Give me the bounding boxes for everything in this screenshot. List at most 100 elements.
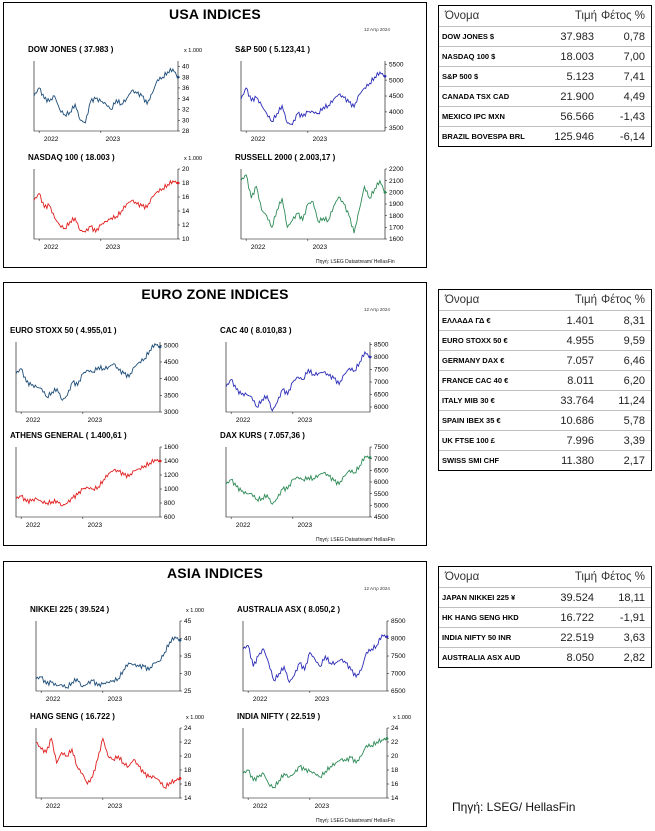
- cell-ytd: -1,91: [619, 611, 645, 624]
- panel-source: Πηγή: LSEG Datastream/ HellasFin: [316, 818, 395, 824]
- y-tick-label: 1600: [389, 236, 404, 243]
- chart-svg: S&P 500 ( 5.123,41 ) 3500 4000 4500 5000 5500…: [235, 45, 404, 143]
- y-tick-label: 18: [182, 180, 190, 187]
- series-line: [33, 67, 179, 124]
- y-tick-label: 16: [182, 194, 190, 201]
- table-row: SWISS SMI CHF 11.380 2,17: [439, 450, 651, 470]
- y-tick-label: 1400: [164, 458, 179, 465]
- y-tick-label: 22: [184, 739, 192, 746]
- y-tick-label: 7000: [374, 379, 389, 386]
- y-tick-label: 8500: [374, 342, 389, 349]
- panel-asia: ASIA INDICES 12 Απρ 2024 Πηγή: LSEG Data…: [3, 561, 427, 827]
- cell-price: 18.003: [560, 50, 594, 63]
- y-tick-label: 40: [182, 64, 190, 71]
- cell-name: SPAIN IBEX 35 €: [442, 416, 501, 425]
- table-row: UK FTSE 100 £ 7.996 3,39: [439, 430, 651, 450]
- x-tick-label: 2022: [44, 136, 59, 143]
- y-tick-label: 38: [182, 74, 190, 81]
- chart-dow-jones: DOW JONES ( 37.983 ) x 1.000 28 30 32 34 36 38 4…: [28, 44, 210, 152]
- chart-nasdaq100: NASDAQ 100 ( 18.003 ) x 1.000 10 12 14 16 18 20…: [28, 152, 210, 260]
- table-row: INDIA NIFTY 50 INR 22.519 3,63: [439, 627, 651, 647]
- axis-frame: [240, 61, 386, 132]
- x-tick-label: 2022: [236, 417, 251, 424]
- y-tick-label: 24: [184, 725, 192, 732]
- y-tick-label: 16: [391, 781, 399, 788]
- cell-price: 125.946: [554, 130, 594, 143]
- x-tick-label: 2023: [315, 803, 330, 810]
- cell-price: 7.996: [566, 434, 594, 447]
- last-point: [158, 345, 162, 349]
- last-point: [385, 737, 389, 740]
- chart-svg: DAX KURS ( 7.057,36 ) 4500 5000 5500 6000 650…: [220, 431, 389, 529]
- y-tick-label: 5000: [374, 503, 389, 510]
- y-tick-label: 1700: [389, 225, 404, 232]
- cell-price: 22.519: [560, 631, 594, 644]
- axis-frame: [33, 61, 179, 132]
- chart-athens-general: ATHENS GENERAL ( 1.400,61 ) 600 800 1000 120…: [10, 430, 192, 538]
- y-tick-label: 36: [182, 85, 190, 92]
- chart-title: AUSTRALIA ASX ( 8.050,2 ): [237, 605, 340, 614]
- chart-svg: EURO STOXX 50 ( 4.955,01 ) 3000 3500 4000 45…: [10, 326, 179, 424]
- last-point: [178, 638, 182, 642]
- series-line: [225, 455, 371, 505]
- chart-euro-stoxx50: EURO STOXX 50 ( 4.955,01 ) 3000 3500 4000 45…: [10, 325, 192, 433]
- y-tick-label: 7500: [374, 367, 389, 374]
- axis-frame: [15, 447, 161, 518]
- x-tick-label: 2022: [251, 136, 266, 143]
- y-tick-label: 22: [391, 739, 399, 746]
- table-asia: Όνομα Τιμή Φέτος % JAPAN NIKKEI 225 ¥ 39.524…: [438, 566, 652, 668]
- cell-ytd: 2,82: [623, 651, 645, 664]
- cell-ytd: -1,43: [619, 110, 645, 123]
- chart-dax-kurs: DAX KURS ( 7.057,36 ) 4500 5000 5500 6000 650…: [220, 430, 402, 538]
- cell-price: 37.983: [560, 30, 594, 43]
- y-tick-label: 5500: [374, 491, 389, 498]
- chart-title: RUSSELL 2000 ( 2.003,17 ): [235, 153, 336, 162]
- series-line: [242, 634, 388, 684]
- cell-ytd: 4,49: [623, 90, 645, 103]
- cell-ytd: 3,39: [623, 434, 645, 447]
- y-tick-label: 8500: [391, 618, 406, 625]
- cell-name: FRANCE CAC 40 €: [442, 376, 509, 385]
- y-tick-label: 14: [184, 795, 192, 802]
- last-point: [368, 456, 372, 459]
- y-tick-label: 40: [184, 636, 192, 643]
- y-tick-label: 6000: [374, 479, 389, 486]
- cell-name: NASDAQ 100 $: [442, 52, 496, 61]
- x-tick-label: 2023: [106, 244, 121, 251]
- cell-ytd: 18,11: [618, 591, 645, 604]
- table-row: NASDAQ 100 $ 18.003 7,00: [439, 46, 651, 66]
- cell-name: JAPAN NIKKEI 225 ¥: [442, 593, 516, 602]
- y-tick-label: 20: [184, 753, 192, 760]
- series-line: [15, 458, 161, 507]
- table-row: ΕΛΛΑΔΑ ΓΔ € 1.401 8,31: [439, 310, 651, 330]
- y-tick-label: 7000: [391, 671, 406, 678]
- unit-label: x 1.000: [184, 156, 202, 162]
- chart-svg: ATHENS GENERAL ( 1.400,61 ) 600 800 1000 120…: [10, 431, 179, 529]
- chart-cac40: CAC 40 ( 8.010,83 ) 6000 6500 7000 7500 8000 8…: [220, 325, 402, 433]
- y-tick-label: 7500: [374, 444, 389, 451]
- cell-name: SWISS SMI CHF: [442, 456, 500, 465]
- y-tick-label: 4000: [164, 376, 179, 383]
- y-tick-label: 1600: [164, 444, 179, 451]
- y-tick-label: 28: [182, 128, 190, 135]
- cell-ytd: 5,78: [623, 414, 645, 427]
- axis-frame: [225, 342, 371, 413]
- unit-label: x 1.000: [393, 715, 411, 721]
- y-tick-label: 1800: [389, 213, 404, 220]
- y-tick-label: 5000: [389, 77, 404, 84]
- cell-price: 10.686: [560, 414, 594, 427]
- y-tick-label: 2200: [389, 166, 404, 173]
- x-tick-label: 2023: [313, 244, 328, 251]
- cell-price: 8.050: [566, 651, 594, 664]
- cell-price: 8.011: [567, 374, 594, 387]
- table-usa: Όνομα Τιμή Φέτος % DOW JONES $ 37.983 0,78 NAS…: [438, 5, 652, 147]
- chart-india-nifty: INDIA NIFTY ( 22.519 ) x 1.000 14 16 18 20 22 2…: [237, 711, 419, 819]
- chart-svg: INDIA NIFTY ( 22.519 ) x 1.00014161820222…: [237, 712, 411, 810]
- table-header: Όνομα Τιμή Φέτος %: [439, 6, 651, 26]
- cell-ytd: 11,24: [618, 394, 645, 407]
- header-name: Όνομα: [445, 571, 480, 583]
- axis-frame: [242, 728, 388, 799]
- chart-title: INDIA NIFTY ( 22.519 ): [237, 712, 320, 721]
- cell-ytd: 8,31: [623, 314, 645, 327]
- last-point: [176, 75, 180, 79]
